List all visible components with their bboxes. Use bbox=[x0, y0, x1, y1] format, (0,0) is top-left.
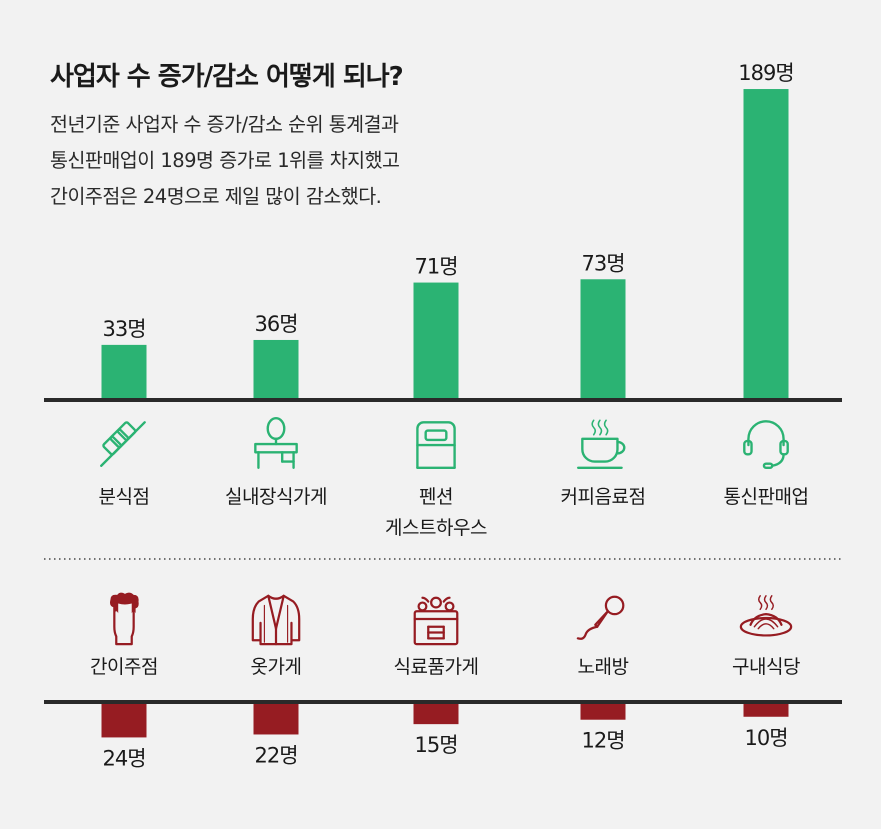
headset-icon bbox=[743, 420, 789, 470]
grocery-basket-icon bbox=[413, 596, 459, 646]
data-label: 73명 bbox=[581, 251, 624, 275]
category-label: 간이주점 bbox=[90, 656, 158, 678]
subtitle-line-2: 통신판매업이 189명 증가로 1위를 차지했고 bbox=[50, 149, 400, 172]
bar-decrease bbox=[580, 702, 626, 720]
category-label: 펜션 bbox=[419, 486, 453, 508]
skewer-icon bbox=[100, 420, 146, 467]
subtitle-line-3: 간이주점은 24명으로 제일 많이 감소했다. bbox=[50, 185, 382, 208]
bar-increase bbox=[580, 279, 626, 399]
data-label: 12명 bbox=[581, 729, 624, 753]
microphone-icon bbox=[576, 595, 625, 640]
bar-increase bbox=[101, 344, 147, 399]
bar-decrease bbox=[413, 702, 459, 725]
subtitle-line-1: 전년기준 사업자 수 증가/감소 순위 통계결과 bbox=[50, 113, 399, 136]
page-title: 사업자 수 증가/감소 어떻게 되나? bbox=[50, 62, 404, 92]
category-label: 옷가게 bbox=[250, 656, 302, 678]
data-label: 24명 bbox=[102, 746, 145, 770]
category-label: 분식점 bbox=[98, 486, 150, 508]
bar-decrease bbox=[743, 702, 789, 717]
category-label: 통신판매업 bbox=[723, 486, 809, 508]
bar-increase bbox=[253, 339, 299, 399]
category-label: 커피음료점 bbox=[560, 486, 646, 508]
category-label: 게스트하우스 bbox=[385, 517, 487, 539]
data-label: 10명 bbox=[744, 726, 787, 750]
bed-icon bbox=[416, 421, 456, 470]
noodle-plate-icon bbox=[739, 594, 793, 637]
data-label: 22명 bbox=[254, 743, 297, 767]
data-label: 71명 bbox=[414, 255, 457, 279]
category-label: 식료품가게 bbox=[393, 656, 479, 678]
coffee-cup-icon bbox=[576, 419, 626, 470]
bar-decrease bbox=[253, 702, 299, 735]
vanity-table-icon bbox=[254, 416, 298, 470]
bar-increase bbox=[413, 282, 459, 399]
beer-glass-icon bbox=[108, 591, 140, 646]
data-label: 189명 bbox=[738, 61, 793, 85]
cardigan-icon bbox=[251, 594, 301, 646]
data-label: 15명 bbox=[414, 733, 457, 757]
bar-decrease bbox=[101, 702, 147, 738]
category-label: 노래방 bbox=[577, 656, 629, 678]
bar-increase bbox=[743, 89, 789, 399]
data-label: 33명 bbox=[102, 317, 145, 341]
category-label: 구내식당 bbox=[732, 656, 800, 678]
category-label: 실내장식가게 bbox=[225, 486, 327, 508]
data-label: 36명 bbox=[254, 312, 297, 336]
